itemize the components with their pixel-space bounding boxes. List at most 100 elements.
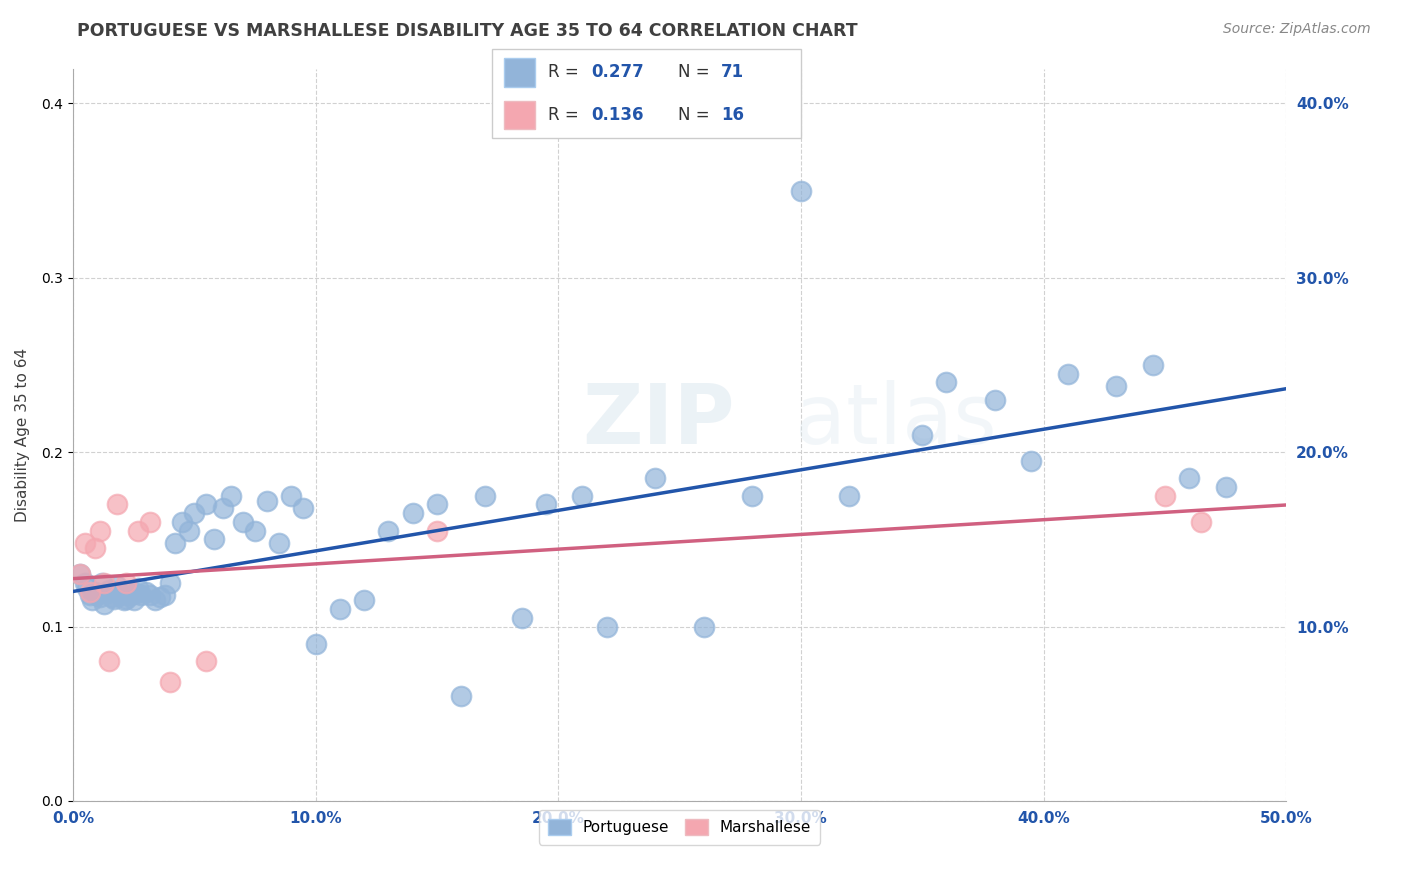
Point	[450, 690, 472, 704]
Point	[115, 575, 138, 590]
Point	[195, 654, 218, 668]
Point	[86, 588, 108, 602]
Point	[212, 500, 235, 515]
Point	[69, 567, 91, 582]
Point	[1142, 358, 1164, 372]
Point	[110, 588, 132, 602]
Point	[105, 498, 128, 512]
Legend: Portuguese, Marshallese: Portuguese, Marshallese	[538, 810, 821, 845]
Point	[127, 581, 149, 595]
Point	[935, 376, 957, 390]
Point	[73, 575, 96, 590]
Point	[329, 602, 352, 616]
Point	[304, 637, 326, 651]
Point	[1154, 489, 1177, 503]
Point	[693, 619, 716, 633]
Text: ZIP: ZIP	[582, 380, 735, 460]
Point	[115, 591, 138, 606]
Point	[401, 506, 423, 520]
Point	[127, 524, 149, 538]
Point	[79, 588, 101, 602]
Point	[100, 590, 122, 604]
Bar	[505, 58, 536, 87]
Point	[91, 575, 114, 590]
Point	[129, 588, 152, 602]
Point	[143, 593, 166, 607]
Point	[644, 471, 666, 485]
Point	[741, 489, 763, 503]
Point	[838, 489, 860, 503]
Point	[292, 500, 315, 515]
Point	[69, 567, 91, 582]
Point	[153, 588, 176, 602]
Point	[89, 524, 111, 538]
Point	[159, 675, 181, 690]
Point	[1056, 367, 1078, 381]
Text: R =: R =	[548, 63, 583, 81]
Point	[89, 590, 111, 604]
Point	[1215, 480, 1237, 494]
Point	[280, 489, 302, 503]
Point	[353, 593, 375, 607]
Point	[149, 590, 172, 604]
Text: 16: 16	[721, 106, 744, 124]
Text: 0.136: 0.136	[591, 106, 644, 124]
Text: atlas: atlas	[794, 380, 997, 460]
Point	[195, 498, 218, 512]
Point	[596, 619, 619, 633]
Point	[269, 536, 291, 550]
Point	[179, 524, 201, 538]
Point	[139, 588, 162, 602]
Point	[98, 582, 121, 597]
Point	[377, 524, 399, 538]
Point	[135, 584, 157, 599]
Point	[83, 584, 105, 599]
Point	[122, 593, 145, 607]
Bar	[505, 101, 536, 129]
Point	[163, 536, 186, 550]
Point	[96, 586, 118, 600]
Point	[139, 515, 162, 529]
Point	[183, 506, 205, 520]
Point	[105, 579, 128, 593]
Text: Source: ZipAtlas.com: Source: ZipAtlas.com	[1223, 22, 1371, 37]
Point	[232, 515, 254, 529]
Point	[911, 427, 934, 442]
Point	[120, 588, 142, 602]
Point	[202, 533, 225, 547]
Point	[1021, 454, 1043, 468]
Text: R =: R =	[548, 106, 583, 124]
Point	[426, 498, 449, 512]
Point	[159, 575, 181, 590]
Point	[219, 489, 242, 503]
Point	[170, 515, 193, 529]
FancyBboxPatch shape	[492, 49, 801, 138]
Point	[93, 597, 115, 611]
Point	[79, 584, 101, 599]
Point	[256, 494, 278, 508]
Point	[83, 541, 105, 555]
Point	[76, 581, 98, 595]
Text: 0.277: 0.277	[591, 63, 644, 81]
Point	[243, 524, 266, 538]
Point	[1105, 379, 1128, 393]
Point	[1189, 515, 1212, 529]
Point	[474, 489, 496, 503]
Y-axis label: Disability Age 35 to 64: Disability Age 35 to 64	[15, 348, 30, 522]
Point	[790, 184, 813, 198]
Point	[510, 611, 533, 625]
Point	[82, 593, 104, 607]
Text: N =: N =	[678, 63, 714, 81]
Text: 71: 71	[721, 63, 744, 81]
Text: N =: N =	[678, 106, 714, 124]
Point	[426, 524, 449, 538]
Point	[112, 593, 135, 607]
Point	[534, 498, 557, 512]
Point	[984, 392, 1007, 407]
Point	[1178, 471, 1201, 485]
Point	[98, 654, 121, 668]
Point	[571, 489, 593, 503]
Point	[118, 584, 141, 599]
Point	[73, 536, 96, 550]
Text: PORTUGUESE VS MARSHALLESE DISABILITY AGE 35 TO 64 CORRELATION CHART: PORTUGUESE VS MARSHALLESE DISABILITY AGE…	[77, 22, 858, 40]
